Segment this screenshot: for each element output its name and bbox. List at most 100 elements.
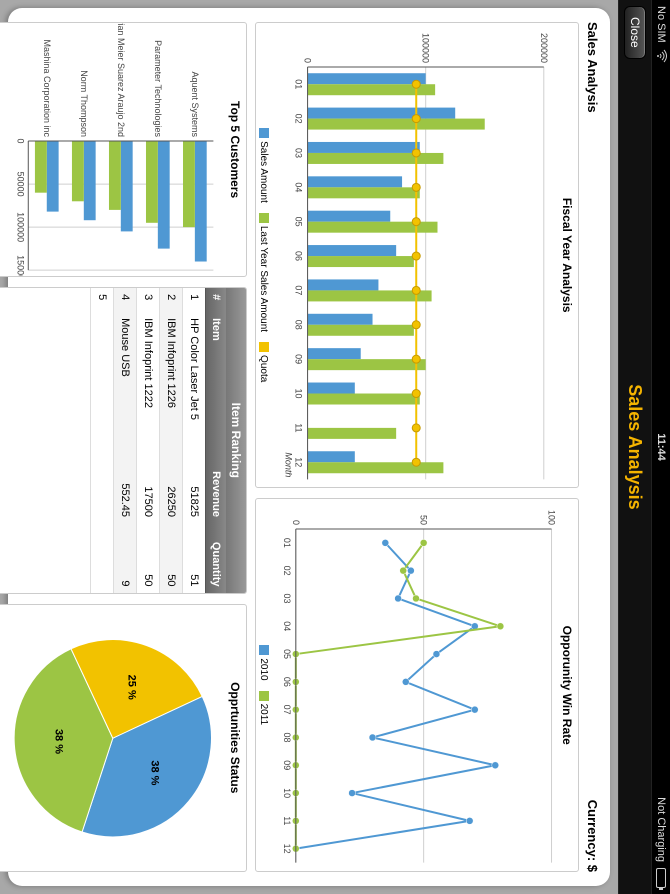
svg-text:10: 10 — [294, 389, 304, 399]
legend-item: Last Year Sales Amount — [258, 213, 269, 332]
svg-text:50000: 50000 — [16, 172, 26, 197]
svg-text:Parameter Technologies: Parameter Technologies — [153, 40, 163, 137]
svg-text:25 %: 25 % — [126, 674, 138, 699]
report-sheet: Sales Analysis Currency: $ Fiscal Year A… — [8, 8, 610, 886]
table-cell: 17500 — [137, 452, 160, 523]
table-cell — [91, 452, 114, 523]
svg-text:100: 100 — [547, 510, 557, 525]
svg-text:50: 50 — [419, 515, 429, 525]
table-header: Quantity — [206, 523, 227, 593]
svg-text:04: 04 — [294, 182, 304, 192]
currency-label: Currency: $ — [585, 800, 600, 872]
legend-swatch — [259, 691, 269, 701]
top-customers-panel: Top 5 Customers 0 50000 100000 150000 Aquent… — [0, 22, 247, 277]
svg-text:Aquent Systems: Aquent Systems — [190, 72, 200, 138]
svg-text:01: 01 — [294, 79, 304, 89]
fiscal-year-panel: Fiscal Year Analysis 0100000200000010203… — [255, 22, 579, 488]
fiscal-legend: Sales Amount Last Year Sales Amount Quota — [256, 23, 271, 487]
winrate-chart: 050100010203040506070809101112 — [271, 499, 560, 871]
clock: 11:44 — [655, 0, 667, 894]
svg-text:11: 11 — [282, 817, 292, 826]
item-ranking-panel: Item Ranking #ItemRevenueQuantity 1HP Co… — [0, 287, 247, 593]
item-ranking-table: #ItemRevenueQuantity 1HP Color Laser Jet… — [90, 288, 226, 592]
svg-text:11: 11 — [294, 423, 304, 432]
legend-item: Quota — [258, 342, 269, 382]
table-cell: 51825 — [183, 452, 206, 523]
table-cell: 26250 — [160, 452, 183, 523]
table-cell: 3 — [137, 288, 160, 312]
svg-text:05: 05 — [294, 217, 304, 227]
legend-item: Sales Amount — [258, 128, 269, 203]
svg-text:150000: 150000 — [16, 255, 26, 276]
page-background: Sales Analysis Currency: $ Fiscal Year A… — [0, 0, 618, 894]
fiscal-chart: 0100000200000010203040506070809101112Mon… — [271, 23, 560, 487]
table-cell: 50 — [137, 523, 160, 593]
table-cell: 51 — [183, 523, 206, 593]
table-cell: 5 — [91, 288, 114, 312]
battery-icon — [656, 868, 666, 888]
table-row[interactable]: 5 — [91, 288, 114, 592]
table-cell: IBM Infoprint 1222 — [137, 312, 160, 452]
top5-title: Top 5 Customers — [228, 23, 246, 276]
table-row[interactable]: 1HP Color Laser Jet 55182551 — [183, 288, 206, 592]
fiscal-title: Fiscal Year Analysis — [560, 23, 578, 487]
table-cell — [91, 523, 114, 593]
svg-text:03: 03 — [282, 594, 292, 604]
svg-text:Norm Thompson: Norm Thompson — [79, 70, 89, 137]
device-frame: No SIM 11:44 Not Charging Close Sales An… — [0, 0, 670, 894]
title-bar: Close Sales Analysis — [618, 0, 652, 894]
svg-text:09: 09 — [282, 761, 292, 771]
sheet-heading: Sales Analysis — [585, 22, 600, 113]
top5-chart: 0 50000 100000 150000 Aquent Systems Paramete… — [0, 23, 228, 276]
oppstatus-title: Opprtunities Status — [228, 605, 246, 871]
svg-text:03: 03 — [294, 148, 304, 158]
win-rate-panel: Opporunity Win Rate 05010001020304050607… — [255, 498, 579, 872]
opp-status-panel: Opprtunities Status 38 %38 %25 % WonLost… — [0, 604, 247, 872]
svg-text:01: 01 — [282, 538, 292, 548]
table-row[interactable]: 3IBM Infoprint 12221750050 — [137, 288, 160, 592]
svg-text:12: 12 — [282, 844, 292, 854]
legend-item: 2010 — [258, 645, 269, 680]
table-cell: 1 — [183, 288, 206, 312]
svg-text:Month: Month — [284, 452, 294, 477]
middle-column: Item Ranking #ItemRevenueQuantity 1HP Co… — [0, 287, 247, 593]
table-cell: 2 — [160, 288, 183, 312]
svg-text:200000: 200000 — [539, 33, 549, 63]
svg-text:100000: 100000 — [16, 212, 26, 242]
svg-text:Adrian Meier Suarez Araujo 2nd: Adrian Meier Suarez Araujo 2nd — [116, 23, 126, 137]
table-row[interactable]: 2IBM Infoprint 12262625050 — [160, 288, 183, 592]
svg-text:0: 0 — [16, 139, 26, 144]
svg-text:0: 0 — [291, 520, 301, 525]
svg-text:06: 06 — [294, 251, 304, 261]
legend-swatch — [259, 342, 269, 352]
table-cell: 9 — [114, 523, 137, 593]
svg-text:0: 0 — [303, 58, 313, 63]
winrate-legend: 2010 2011 — [256, 499, 271, 871]
svg-text:100000: 100000 — [421, 33, 431, 63]
ios-status-bar: No SIM 11:44 Not Charging — [652, 0, 670, 894]
legend-swatch — [259, 128, 269, 138]
svg-text:07: 07 — [282, 705, 292, 715]
legend-swatch — [259, 213, 269, 223]
svg-text:12: 12 — [294, 457, 304, 467]
table-cell: IBM Infoprint 1226 — [160, 312, 183, 452]
legend-item: 2011 — [258, 691, 269, 726]
svg-text:09: 09 — [294, 354, 304, 364]
svg-text:Mashina Corporation inc: Mashina Corporation inc — [42, 39, 52, 137]
svg-text:06: 06 — [282, 677, 292, 687]
svg-text:08: 08 — [282, 733, 292, 743]
table-cell: 4 — [114, 288, 137, 312]
svg-text:04: 04 — [282, 622, 292, 632]
svg-text:38 %: 38 % — [53, 728, 65, 753]
svg-text:08: 08 — [294, 320, 304, 330]
page-title: Sales Analysis — [625, 0, 646, 894]
svg-text:38 %: 38 % — [149, 760, 161, 785]
table-row[interactable]: 4Mouse USB552.459 — [114, 288, 137, 592]
winrate-title: Opporunity Win Rate — [560, 499, 578, 871]
table-cell — [91, 312, 114, 452]
svg-text:05: 05 — [282, 650, 292, 660]
table-header: Revenue — [206, 452, 227, 523]
table-header: # — [206, 288, 227, 312]
table-cell: 552.45 — [114, 452, 137, 523]
item-ranking-title: Item Ranking — [226, 288, 246, 592]
